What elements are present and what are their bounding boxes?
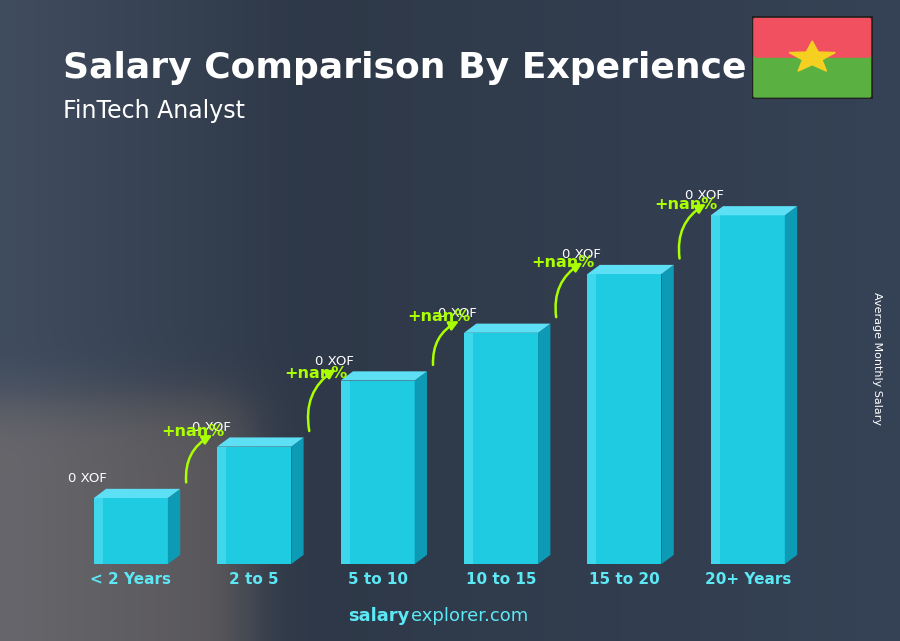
Bar: [464, 333, 473, 564]
Text: salary: salary: [348, 607, 410, 625]
Bar: [464, 333, 538, 564]
FancyBboxPatch shape: [754, 19, 870, 58]
Text: Salary Comparison By Experience: Salary Comparison By Experience: [63, 51, 746, 85]
Bar: [340, 381, 415, 564]
Text: +nan%: +nan%: [161, 424, 224, 439]
Bar: [217, 447, 226, 564]
Polygon shape: [789, 41, 835, 71]
Text: 0 XOF: 0 XOF: [438, 307, 477, 320]
Text: explorer.com: explorer.com: [411, 607, 528, 625]
Text: +nan%: +nan%: [531, 255, 594, 271]
Text: +nan%: +nan%: [284, 365, 347, 381]
Text: +nan%: +nan%: [654, 197, 717, 212]
Text: Average Monthly Salary: Average Monthly Salary: [872, 292, 883, 426]
Text: 0 XOF: 0 XOF: [68, 472, 107, 485]
Polygon shape: [94, 489, 180, 498]
Polygon shape: [538, 324, 551, 564]
Text: 0 XOF: 0 XOF: [315, 354, 354, 368]
Polygon shape: [711, 206, 797, 215]
Polygon shape: [217, 437, 303, 447]
FancyBboxPatch shape: [749, 14, 876, 101]
Polygon shape: [168, 489, 180, 564]
Polygon shape: [785, 206, 797, 564]
Polygon shape: [588, 265, 674, 274]
Polygon shape: [415, 371, 427, 564]
Text: 0 XOF: 0 XOF: [562, 248, 600, 262]
Text: +nan%: +nan%: [408, 308, 471, 324]
Bar: [94, 498, 168, 564]
Bar: [217, 447, 292, 564]
Bar: [94, 498, 103, 564]
Bar: [588, 274, 597, 564]
Polygon shape: [292, 437, 303, 564]
Polygon shape: [662, 265, 674, 564]
Bar: [588, 274, 662, 564]
Bar: [755, 58, 869, 96]
Polygon shape: [464, 324, 551, 333]
Bar: [755, 19, 869, 58]
Text: 0 XOF: 0 XOF: [192, 420, 230, 434]
Text: FinTech Analyst: FinTech Analyst: [63, 99, 245, 123]
Bar: [340, 381, 349, 564]
FancyBboxPatch shape: [754, 57, 870, 97]
Polygon shape: [340, 371, 427, 381]
Text: 0 XOF: 0 XOF: [685, 190, 724, 203]
Bar: [711, 215, 720, 564]
Bar: [711, 215, 785, 564]
